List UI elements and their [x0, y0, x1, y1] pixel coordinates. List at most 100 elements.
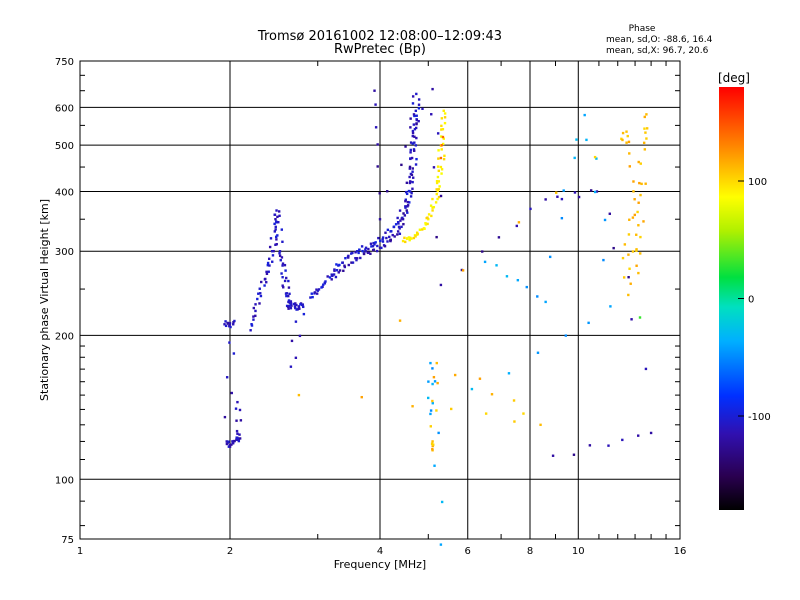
- data-point: [338, 269, 342, 272]
- trace: [249, 209, 306, 368]
- data-point: [316, 289, 319, 292]
- data-point: [285, 294, 288, 298]
- data-point: [443, 112, 447, 115]
- data-point: [432, 375, 436, 379]
- data-point: [412, 123, 416, 126]
- data-point: [235, 436, 238, 439]
- data-point: [431, 206, 434, 209]
- trace: [427, 113, 612, 546]
- data-point: [411, 129, 415, 133]
- data-point: [637, 201, 640, 204]
- data-point: [443, 121, 447, 125]
- data-point: [233, 319, 236, 323]
- data-point: [627, 293, 630, 297]
- data-point: [439, 165, 443, 169]
- data-point: [225, 442, 229, 446]
- trace: [401, 109, 447, 244]
- data-point: [376, 165, 379, 168]
- data-point: [644, 182, 647, 185]
- data-point: [257, 292, 260, 295]
- data-point: [270, 250, 274, 253]
- data-point: [415, 157, 418, 161]
- data-point: [406, 211, 409, 214]
- data-point: [649, 431, 653, 435]
- data-point: [391, 233, 394, 237]
- data-point: [633, 213, 637, 217]
- data-point: [410, 237, 413, 240]
- data-point: [414, 109, 418, 113]
- data-point: [418, 228, 422, 231]
- data-point: [440, 143, 443, 147]
- data-point: [398, 209, 402, 212]
- data-point: [409, 195, 413, 198]
- data-point: [517, 221, 521, 224]
- data-point: [350, 261, 353, 264]
- data-point: [409, 151, 412, 154]
- data-point: [259, 292, 262, 295]
- data-point: [406, 200, 410, 204]
- data-point: [602, 258, 605, 262]
- data-point: [404, 190, 408, 194]
- data-point: [441, 127, 445, 131]
- data-point: [415, 114, 418, 117]
- data-point: [495, 264, 498, 267]
- data-point: [287, 300, 290, 304]
- data-point: [481, 250, 484, 253]
- data-point: [397, 225, 401, 229]
- data-point: [484, 412, 488, 415]
- data-point: [442, 109, 445, 113]
- y-tick-labels: 75 100 200 300 400 500 600 750: [55, 57, 74, 546]
- data-point: [376, 244, 379, 248]
- data-point: [400, 225, 403, 229]
- data-point: [341, 261, 344, 264]
- data-point: [628, 165, 631, 168]
- data-point: [404, 145, 407, 148]
- data-point: [414, 144, 418, 147]
- data-point: [607, 444, 610, 447]
- data-point: [294, 306, 297, 310]
- data-point: [411, 142, 414, 145]
- data-point: [431, 197, 434, 201]
- data-point: [564, 334, 568, 337]
- x-tick-label: 10: [572, 546, 585, 557]
- data-point: [435, 180, 439, 183]
- data-point: [297, 306, 301, 309]
- data-point: [434, 201, 438, 204]
- data-point: [513, 420, 516, 423]
- data-point: [410, 173, 414, 177]
- data-point: [435, 409, 438, 412]
- data-point: [638, 181, 641, 185]
- data-point: [409, 141, 413, 144]
- data-point: [431, 87, 434, 91]
- data-point: [344, 257, 347, 260]
- data-point: [644, 367, 648, 371]
- data-point: [315, 288, 318, 291]
- data-point: [587, 321, 590, 325]
- data-point: [311, 295, 314, 299]
- data-point: [350, 252, 353, 255]
- data-point: [437, 195, 441, 199]
- data-point: [278, 250, 282, 253]
- data-point: [412, 148, 416, 151]
- data-point: [593, 155, 597, 159]
- data-point: [426, 222, 429, 226]
- x-tick-label: 8: [527, 546, 533, 557]
- y-tick-label: 600: [55, 103, 74, 114]
- data-point: [355, 257, 359, 260]
- data-point: [431, 382, 434, 386]
- data-point: [427, 396, 430, 400]
- data-point: [436, 197, 439, 201]
- y-tick-label: 75: [61, 535, 74, 546]
- data-point: [436, 132, 440, 135]
- data-point: [229, 325, 232, 329]
- data-point: [228, 443, 232, 447]
- data-point: [264, 277, 267, 281]
- data-point: [281, 276, 284, 279]
- data-point: [287, 279, 290, 283]
- data-point: [411, 180, 414, 184]
- data-point: [643, 115, 646, 119]
- data-point: [429, 204, 433, 207]
- data-point: [414, 163, 418, 166]
- data-point: [249, 329, 252, 332]
- data-point: [302, 312, 306, 316]
